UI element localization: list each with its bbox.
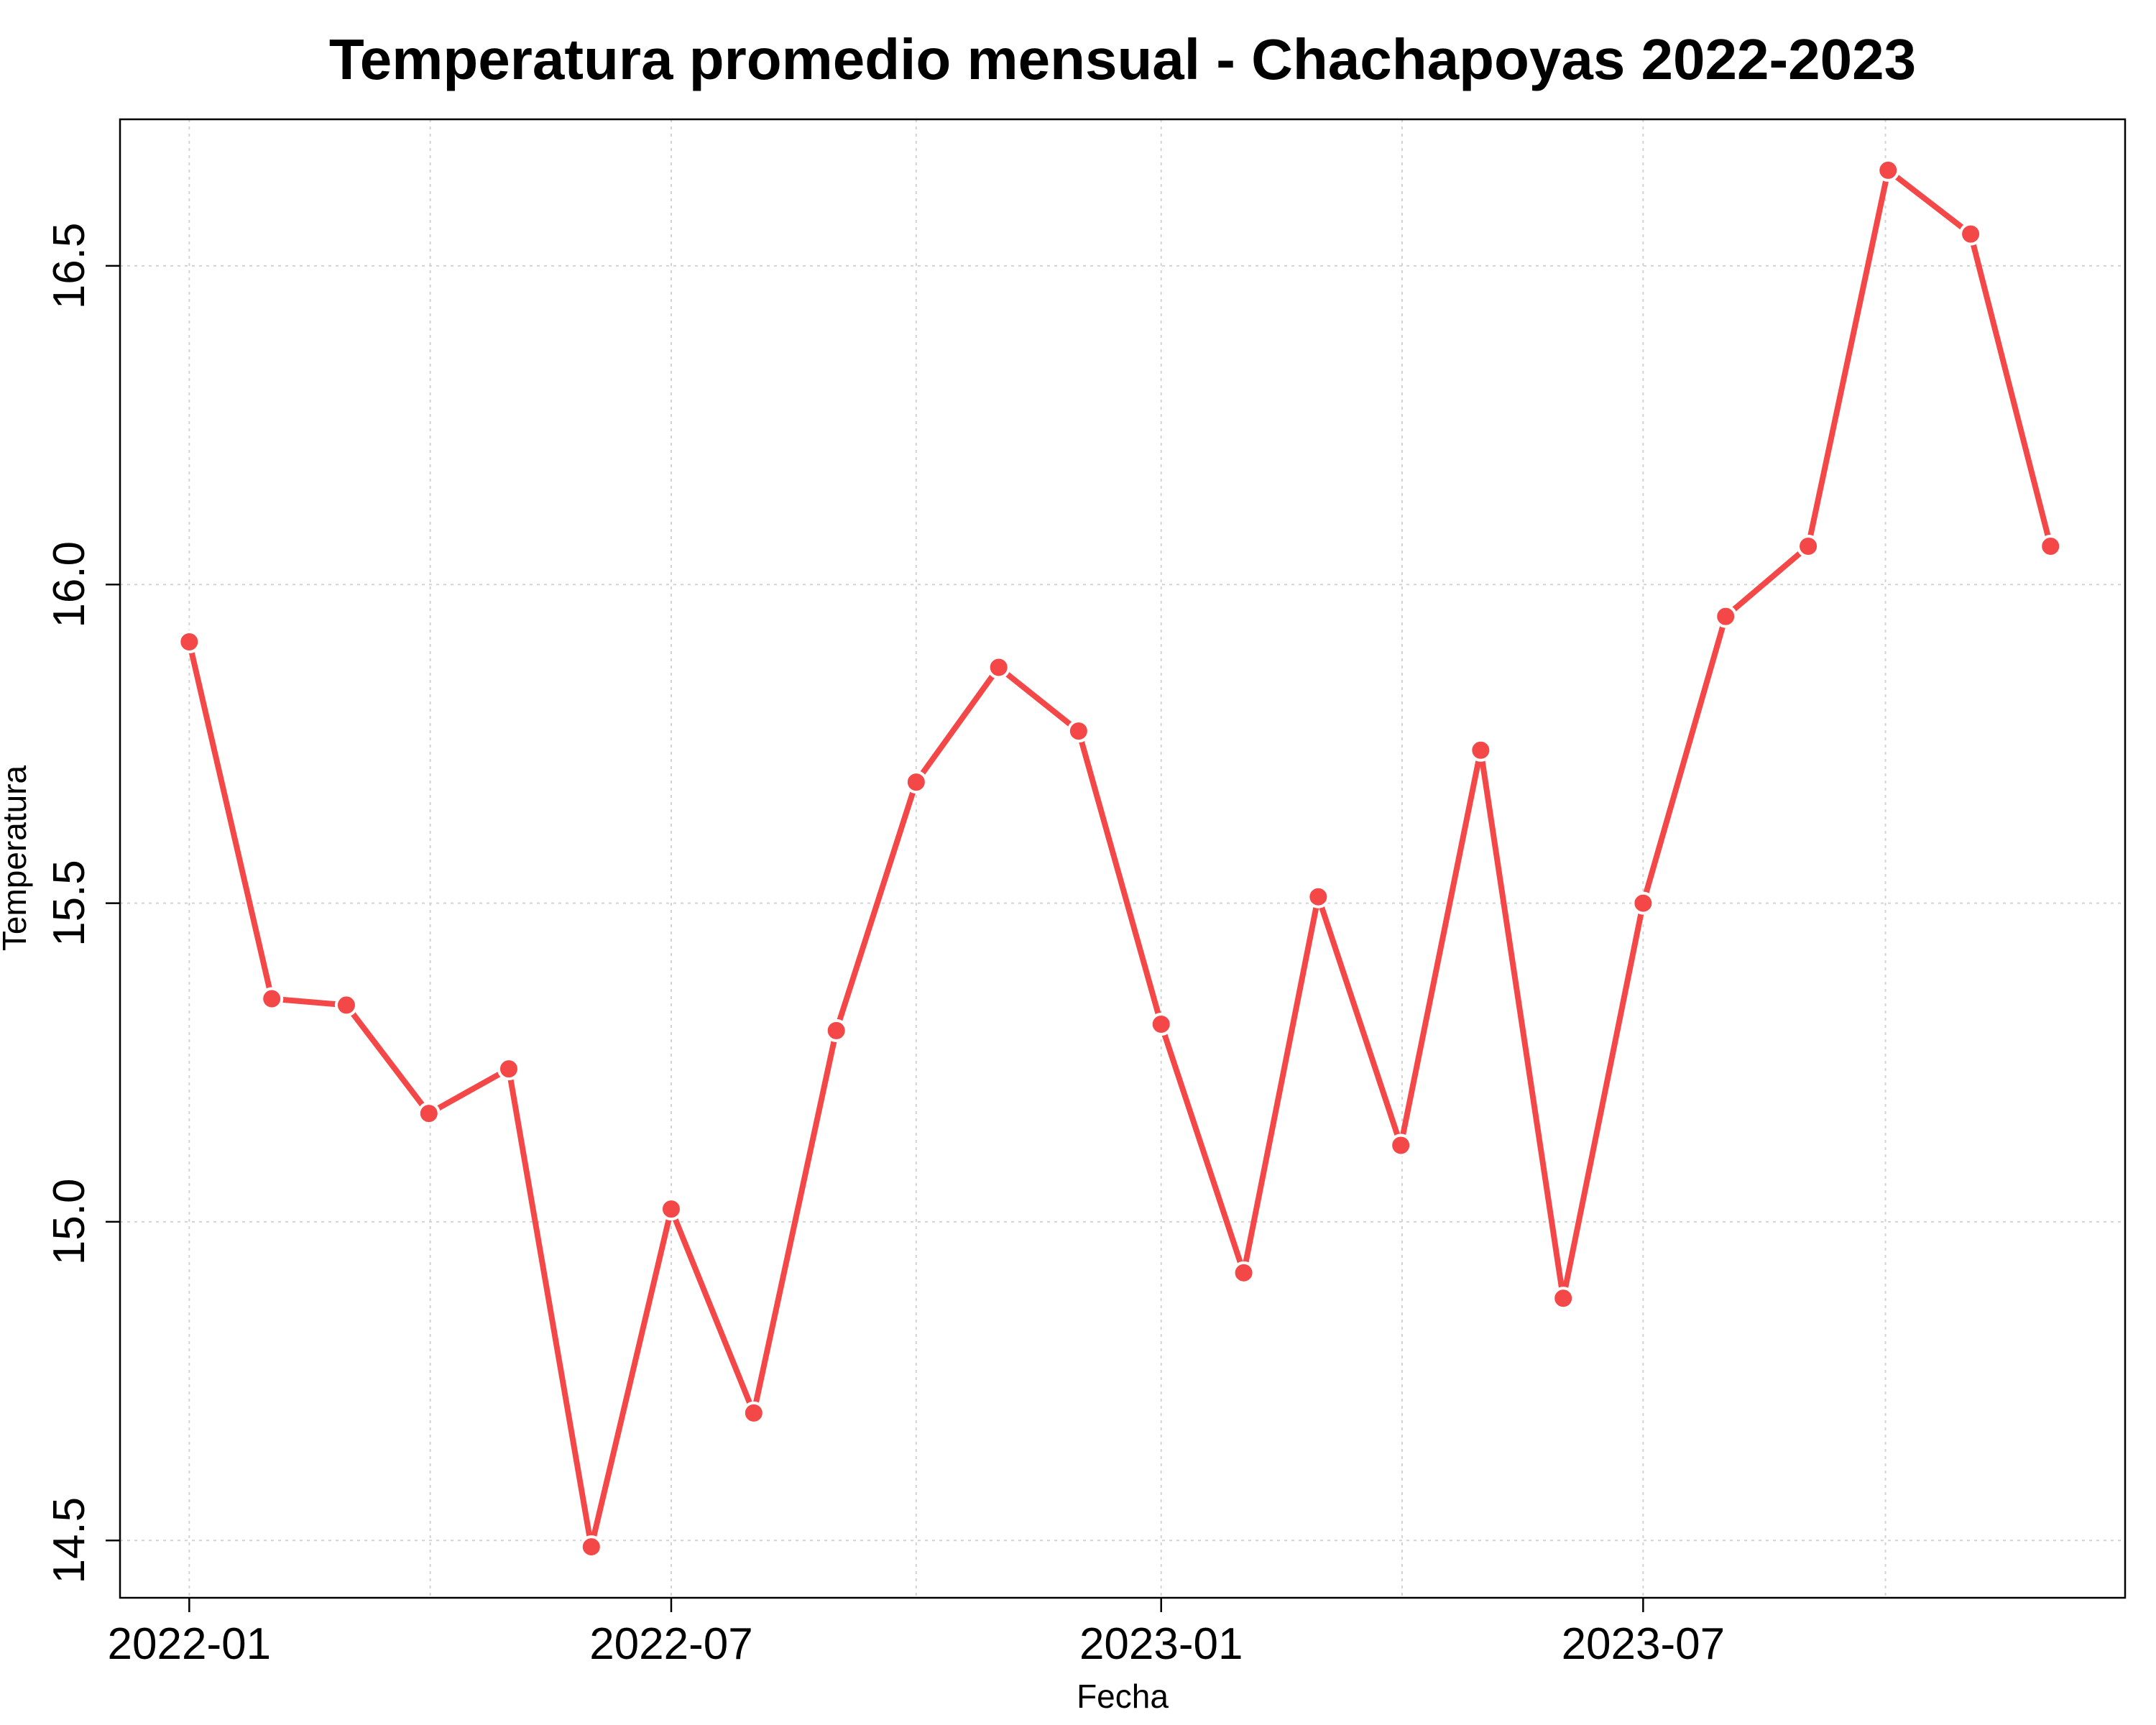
x-tick-label: 2022-01 (108, 1619, 272, 1669)
series-line (186, 167, 2054, 1550)
y-tick-label: 15.5 (45, 860, 94, 947)
data-points (178, 158, 2063, 1559)
data-point (1876, 158, 1900, 182)
y-tick-label: 16.0 (45, 541, 94, 628)
data-point (1307, 885, 1330, 908)
data-point (1067, 719, 1090, 743)
data-point (178, 630, 201, 654)
y-axis: 14.5 15.0 15.5 16.0 16.5 (45, 223, 120, 1584)
data-point (904, 770, 928, 794)
y-tick-label: 14.5 (45, 1497, 94, 1584)
data-point (1552, 1287, 1575, 1310)
data-point (1149, 1013, 1173, 1036)
data-point (1631, 891, 1655, 915)
x-axis-label: Fecha (1077, 1678, 1169, 1715)
chart-title: Temperatura promedio mensual - Chachapoy… (329, 27, 1916, 91)
data-point (1389, 1133, 1413, 1157)
plot-frame (119, 118, 2127, 1599)
y-tick-label: 15.0 (45, 1179, 94, 1266)
data-point (1232, 1261, 1256, 1284)
data-point (497, 1057, 520, 1081)
x-tick-label: 2022-07 (589, 1619, 753, 1669)
data-point (2039, 535, 2063, 558)
y-tick-label: 16.5 (45, 223, 94, 310)
data-point (1959, 222, 1983, 246)
data-point (579, 1535, 603, 1559)
data-point (1469, 738, 1493, 762)
y-axis-label: Temperatura (0, 765, 33, 951)
data-point (824, 1018, 848, 1042)
grid (120, 119, 2125, 1598)
x-axis: 2022-01 2022-07 2023-01 2023-07 (108, 1598, 1726, 1669)
data-point (1797, 535, 1820, 558)
data-point (742, 1401, 765, 1425)
data-point (987, 656, 1010, 679)
data-point (1714, 604, 1738, 628)
x-tick-label: 2023-07 (1562, 1619, 1726, 1669)
data-point (659, 1197, 683, 1221)
series-path (186, 167, 2054, 1550)
data-point (334, 993, 358, 1017)
data-point (260, 987, 284, 1011)
data-point (417, 1102, 441, 1126)
x-tick-label: 2023-01 (1079, 1619, 1243, 1669)
